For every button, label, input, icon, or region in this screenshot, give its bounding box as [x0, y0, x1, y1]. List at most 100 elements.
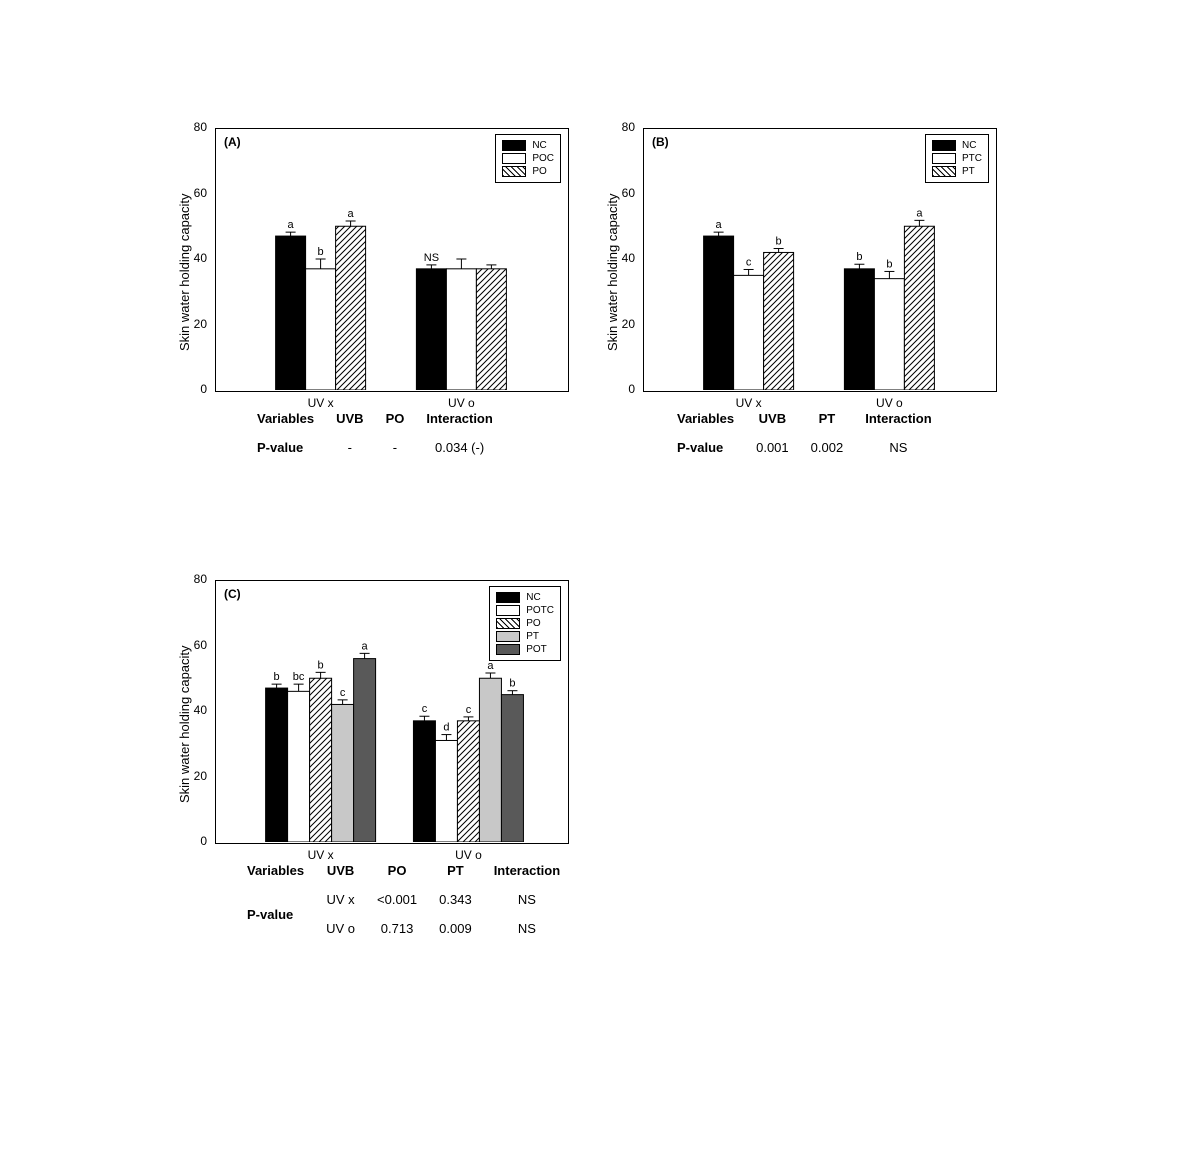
- svg-text:a: a: [288, 219, 295, 231]
- svg-text:a: a: [487, 660, 494, 672]
- legend-swatch: [496, 631, 520, 642]
- stats-header: PT: [801, 405, 854, 432]
- panel-b-stats-table: VariablesUVBPTInteraction P-value0.0010.0…: [665, 403, 944, 463]
- legend-label: POC: [532, 152, 554, 165]
- svg-text:b: b: [318, 659, 324, 671]
- stats-header: UVB: [746, 405, 799, 432]
- stats-header: UVB: [316, 857, 365, 884]
- svg-text:b: b: [318, 246, 324, 258]
- stats-row-label: P-value: [247, 434, 324, 461]
- ytick-label: 0: [613, 382, 635, 396]
- ytick-label: 80: [185, 572, 207, 586]
- legend-label: PO: [526, 617, 540, 630]
- legend-swatch: [932, 140, 956, 151]
- stats-row-label: P-value: [237, 886, 314, 942]
- legend-item: PTC: [932, 152, 982, 165]
- svg-text:b: b: [274, 671, 280, 683]
- ytick-label: 80: [185, 120, 207, 134]
- legend-label: PTC: [962, 152, 982, 165]
- legend-label: PT: [526, 630, 539, 643]
- stats-cell: 0.343: [429, 886, 482, 913]
- stats-header: UVB: [326, 405, 373, 432]
- svg-text:a: a: [362, 640, 369, 652]
- legend-label: PO: [532, 165, 546, 178]
- ytick-label: 0: [185, 382, 207, 396]
- legend-item: POC: [502, 152, 554, 165]
- stats-header: Variables: [237, 857, 314, 884]
- legend-swatch: [932, 153, 956, 164]
- stats-header: Interaction: [484, 857, 570, 884]
- panel-c-legend: NC POTC PO PT POT: [489, 586, 561, 661]
- svg-text:bc: bc: [293, 671, 305, 683]
- ytick-label: 40: [185, 251, 207, 265]
- legend-item: NC: [502, 139, 554, 152]
- legend-swatch: [502, 166, 526, 177]
- svg-text:b: b: [776, 236, 782, 248]
- legend-swatch: [496, 618, 520, 629]
- legend-label: POTC: [526, 604, 554, 617]
- stats-header: Variables: [247, 405, 324, 432]
- legend-swatch: [496, 644, 520, 655]
- legend-item: PO: [502, 165, 554, 178]
- legend-item: PT: [932, 165, 982, 178]
- panel-b-legend: NC PTC PT: [925, 134, 989, 183]
- stats-sub: UV o: [316, 915, 365, 942]
- ytick-label: 60: [185, 638, 207, 652]
- stats-cell: 0.034 (-): [416, 434, 502, 461]
- stats-header: Interaction: [855, 405, 941, 432]
- svg-text:c: c: [422, 703, 428, 715]
- legend-label: NC: [962, 139, 976, 152]
- stats-cell: <0.001: [367, 886, 427, 913]
- stats-cell: NS: [855, 434, 941, 461]
- svg-text:c: c: [746, 256, 752, 268]
- svg-text:c: c: [466, 704, 472, 716]
- stats-cell: NS: [484, 886, 570, 913]
- legend-swatch: [502, 140, 526, 151]
- stats-header: Interaction: [416, 405, 502, 432]
- stats-row-label: P-value: [667, 434, 744, 461]
- ytick-label: 20: [185, 317, 207, 331]
- panel-a-stats-table: VariablesUVBPOInteractionP-value--0.034 …: [245, 403, 505, 463]
- svg-text:a: a: [916, 207, 923, 219]
- legend-label: POT: [526, 643, 547, 656]
- legend-item: NC: [496, 591, 554, 604]
- svg-text:b: b: [856, 251, 862, 263]
- panel-c-stats-table: VariablesUVBPOPTInteraction P-valueUV x<0…: [235, 855, 572, 944]
- svg-text:a: a: [716, 219, 723, 231]
- stats-sub: UV x: [316, 886, 365, 913]
- stats-cell: 0.001: [746, 434, 799, 461]
- ytick-label: 60: [613, 186, 635, 200]
- stats-cell: NS: [484, 915, 570, 942]
- legend-label: NC: [526, 591, 540, 604]
- stats-header: PT: [429, 857, 482, 884]
- legend-swatch: [496, 605, 520, 616]
- ytick-label: 0: [185, 834, 207, 848]
- ytick-label: 20: [185, 769, 207, 783]
- stats-header: PO: [376, 405, 415, 432]
- ytick-label: 40: [185, 703, 207, 717]
- legend-swatch: [932, 166, 956, 177]
- stats-cell: 0.713: [367, 915, 427, 942]
- panel-a-legend: NC POC PO: [495, 134, 561, 183]
- legend-label: NC: [532, 139, 546, 152]
- legend-item: POT: [496, 643, 554, 656]
- stats-header: PO: [367, 857, 427, 884]
- svg-text:a: a: [348, 208, 355, 220]
- legend-label: PT: [962, 165, 975, 178]
- legend-item: PO: [496, 617, 554, 630]
- svg-text:d: d: [443, 722, 449, 734]
- legend-item: NC: [932, 139, 982, 152]
- svg-text:b: b: [886, 258, 892, 270]
- legend-item: PT: [496, 630, 554, 643]
- legend-swatch: [502, 153, 526, 164]
- stats-header: Variables: [667, 405, 744, 432]
- stats-cell: -: [326, 434, 373, 461]
- stats-cell: 0.009: [429, 915, 482, 942]
- ytick-label: 20: [613, 317, 635, 331]
- ytick-label: 60: [185, 186, 207, 200]
- legend-swatch: [496, 592, 520, 603]
- stats-cell: 0.002: [801, 434, 854, 461]
- ytick-label: 80: [613, 120, 635, 134]
- ytick-label: 40: [613, 251, 635, 265]
- svg-text:b: b: [509, 678, 515, 690]
